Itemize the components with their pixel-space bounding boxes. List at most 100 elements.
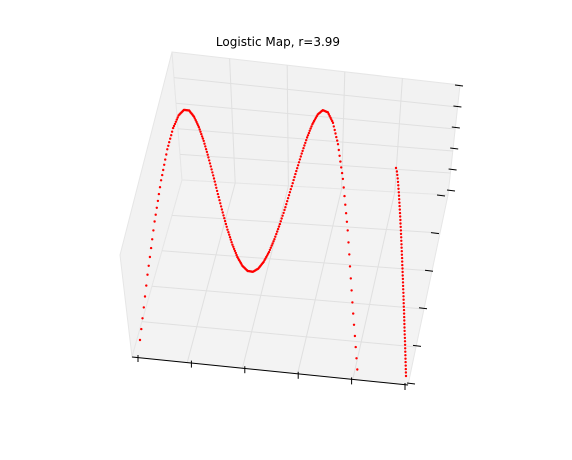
data-point (400, 253, 404, 256)
data-point (305, 139, 308, 142)
data-point (331, 119, 334, 123)
data-point (233, 249, 237, 253)
chart-title: Logistic Map, r=3.99 (216, 35, 340, 49)
data-point (402, 288, 405, 291)
data-point (291, 182, 294, 185)
data-point (404, 357, 407, 360)
data-point (338, 154, 341, 157)
data-point (403, 322, 406, 326)
data-point (172, 124, 176, 128)
data-point (202, 139, 205, 143)
data-point (159, 179, 163, 182)
data-point (164, 158, 167, 161)
data-point (398, 211, 402, 215)
data-point (162, 168, 165, 172)
floor-grid-line (171, 214, 441, 234)
data-point (403, 319, 406, 322)
data-point (228, 236, 232, 239)
data-point (210, 168, 213, 171)
data-point (269, 246, 272, 249)
data-point (401, 284, 405, 288)
data-point (205, 150, 209, 154)
data-point (348, 265, 352, 268)
data-point (352, 312, 355, 315)
data-point (228, 233, 231, 236)
x-axis-line (131, 356, 409, 386)
data-point (348, 253, 351, 256)
data-point (399, 222, 402, 225)
data-point (217, 195, 220, 199)
data-point (141, 317, 144, 320)
data-point (355, 357, 358, 360)
data-point (346, 229, 349, 232)
data-point (399, 225, 402, 229)
data-point (402, 312, 406, 315)
data-point (171, 126, 175, 130)
data-point (166, 148, 169, 151)
y-axis-tick (436, 194, 446, 197)
data-point (401, 270, 404, 274)
data-point (225, 225, 228, 228)
z-axis-tick (450, 147, 459, 150)
data-point (170, 130, 174, 133)
grid-lines (141, 58, 458, 380)
axis-ticks (131, 84, 464, 390)
data-point (214, 183, 217, 186)
data-point (400, 250, 403, 253)
z-axis-tick (448, 168, 457, 171)
data-point (403, 336, 407, 340)
data-point (334, 132, 337, 135)
floor-grid-line (186, 182, 236, 363)
data-point (404, 350, 407, 353)
data-point (398, 198, 401, 201)
data-point (403, 340, 407, 343)
data-point (223, 217, 226, 220)
data-point (143, 295, 147, 298)
data-point (352, 323, 356, 326)
data-point (274, 235, 277, 238)
data-point (167, 144, 170, 147)
data-point (219, 205, 223, 208)
data-point (336, 139, 339, 142)
data-point (398, 208, 401, 211)
data-point (149, 246, 153, 250)
data-point (216, 192, 220, 196)
data-point (277, 225, 281, 228)
data-point (227, 231, 230, 234)
data-point (218, 199, 221, 202)
data-point (403, 315, 406, 319)
data-point (328, 114, 331, 118)
data-point (206, 153, 209, 156)
floor-grid-line (161, 250, 433, 272)
data-point (306, 134, 310, 137)
y-axis-tick (406, 382, 416, 385)
data-point (199, 130, 202, 133)
data-point (400, 236, 403, 239)
data-point (279, 220, 282, 223)
data-point (278, 222, 282, 226)
data-point (273, 238, 276, 241)
data-point (396, 173, 399, 177)
data-point (397, 194, 401, 197)
data-point (395, 170, 399, 173)
data-point (292, 178, 295, 182)
data-point (147, 264, 150, 267)
z-axis-tick (453, 105, 462, 108)
data-point (148, 255, 152, 259)
data-point (158, 186, 162, 189)
data-point (196, 124, 200, 127)
data-point (396, 180, 400, 184)
data-point (168, 141, 171, 144)
data-point (234, 251, 237, 255)
data-point (220, 208, 224, 211)
data-point (401, 267, 404, 270)
data-point (399, 232, 403, 236)
z-axis-tick (454, 84, 464, 87)
data-point (394, 166, 398, 170)
data-point (140, 327, 143, 331)
data-point (212, 174, 215, 177)
data-point (302, 147, 305, 150)
data-point (295, 169, 298, 173)
